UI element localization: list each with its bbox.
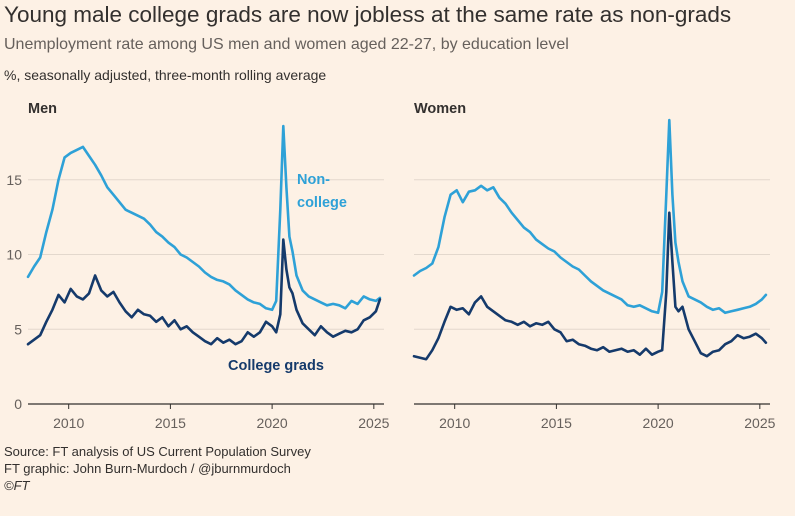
y-tick-label: 5 (14, 321, 22, 337)
copyright-note: ©FT (4, 478, 30, 493)
x-tick-label: 2025 (744, 415, 775, 431)
x-tick-label: 2015 (155, 415, 186, 431)
y-tick-label: 0 (14, 396, 22, 412)
chart-subtitle: Unemployment rate among US men and women… (4, 36, 569, 53)
x-tick-label: 2010 (439, 415, 470, 431)
series-line-men-college (26, 238, 382, 346)
x-tick-label: 2020 (643, 415, 674, 431)
graphic-credit: FT graphic: John Burn-Murdoch / @jburnmu… (4, 461, 291, 476)
chart-title: Young male college grads are now jobless… (4, 2, 732, 27)
y-tick-label: 10 (6, 247, 22, 263)
series-line-women-non-college (412, 118, 768, 315)
series-label-non-college: college (297, 195, 347, 211)
panel-title-women: Women (414, 101, 466, 117)
y-tick-label: 15 (6, 172, 22, 188)
panel-title-men: Men (28, 101, 57, 117)
series-line-men-non-college (26, 124, 382, 312)
x-tick-label: 2015 (541, 415, 572, 431)
x-tick-label: 2025 (358, 415, 389, 431)
chart-units-note: %, seasonally adjusted, three-month roll… (4, 67, 327, 83)
series-label-college-grads: College grads (228, 358, 324, 374)
source-note: Source: FT analysis of US Current Popula… (4, 444, 311, 459)
x-tick-label: 2010 (53, 415, 84, 431)
series-line-women-college (412, 211, 768, 361)
x-tick-label: 2020 (257, 415, 288, 431)
series-label-non-college: Non- (297, 172, 330, 188)
